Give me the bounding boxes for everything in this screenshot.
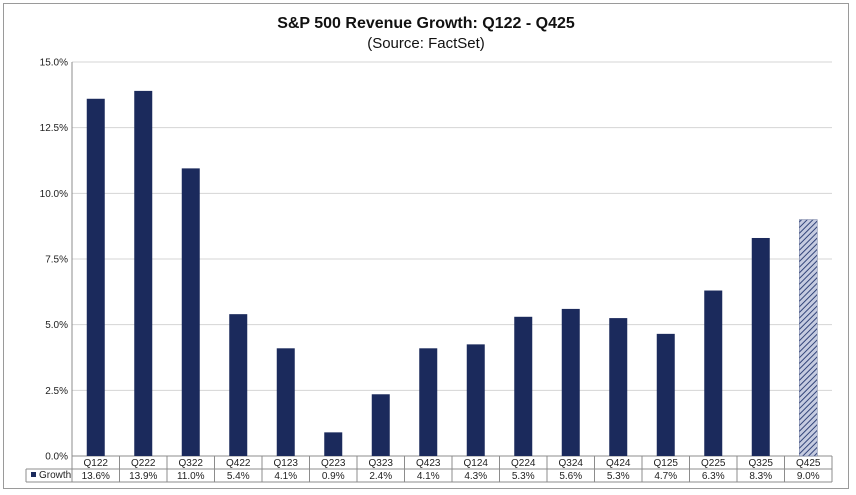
- category-label: Q124: [464, 458, 489, 469]
- y-tick-label: 7.5%: [45, 255, 68, 266]
- category-label: Q322: [179, 458, 204, 469]
- bar: [466, 344, 485, 456]
- value-label: 5.4%: [227, 471, 250, 482]
- y-tick-label: 2.5%: [45, 386, 68, 397]
- y-tick-label: 15.0%: [40, 58, 68, 69]
- bar: [751, 237, 770, 456]
- value-label: 2.4%: [369, 471, 392, 482]
- bar: [514, 316, 533, 456]
- bars: [86, 90, 818, 457]
- bar: [181, 168, 200, 456]
- category-label: Q425: [796, 458, 821, 469]
- chart-frame: S&P 500 Revenue Growth: Q122 - Q425 (Sou…: [3, 3, 849, 489]
- chart-subtitle: (Source: FactSet): [367, 35, 485, 52]
- value-label: 4.7%: [654, 471, 677, 482]
- category-label: Q223: [321, 458, 346, 469]
- category-label: Q324: [559, 458, 584, 469]
- category-label: Q123: [274, 458, 299, 469]
- chart-title: S&P 500 Revenue Growth: Q122 - Q425: [277, 15, 575, 32]
- category-label: Q323: [369, 458, 394, 469]
- bar: [371, 394, 390, 456]
- category-label: Q222: [131, 458, 156, 469]
- y-tick-label: 0.0%: [45, 452, 68, 463]
- bar: [276, 348, 295, 456]
- bar: [799, 219, 818, 457]
- value-label: 4.1%: [274, 471, 297, 482]
- bar-chart: S&P 500 Revenue Growth: Q122 - Q425 (Sou…: [25, 15, 833, 483]
- y-tick-label: 12.5%: [40, 123, 68, 134]
- category-label: Q122: [84, 458, 109, 469]
- data-table: Growth Q122 13.6% Q222 13.9% Q322 11.0% Q422 5.…: [25, 456, 833, 483]
- value-label: 4.1%: [417, 471, 440, 482]
- bar: [656, 333, 675, 456]
- bar: [609, 318, 628, 456]
- bar: [704, 290, 723, 456]
- value-label: 0.9%: [322, 471, 345, 482]
- category-label: Q423: [416, 458, 441, 469]
- value-label: 9.0%: [797, 471, 820, 482]
- category-label: Q422: [226, 458, 251, 469]
- value-label: 5.6%: [559, 471, 582, 482]
- legend-swatch: [31, 472, 36, 477]
- category-label: Q125: [654, 458, 679, 469]
- bar: [134, 90, 153, 456]
- value-label: 6.3%: [702, 471, 725, 482]
- y-axis-ticks: 0.0% 2.5% 5.0% 7.5% 10.0% 12.5% 15.0%: [40, 58, 68, 463]
- bar: [561, 308, 580, 456]
- y-tick-label: 5.0%: [45, 320, 68, 331]
- value-label: 8.3%: [749, 471, 772, 482]
- category-label: Q424: [606, 458, 631, 469]
- value-label: 5.3%: [512, 471, 535, 482]
- legend-label: Growth: [39, 470, 71, 481]
- value-label: 4.3%: [464, 471, 487, 482]
- category-label: Q325: [749, 458, 774, 469]
- value-label: 13.9%: [129, 471, 157, 482]
- y-tick-label: 10.0%: [40, 189, 68, 200]
- bar: [86, 98, 105, 457]
- value-label: 13.6%: [82, 471, 110, 482]
- category-label: Q224: [511, 458, 536, 469]
- value-label: 11.0%: [177, 471, 205, 482]
- category-label: Q225: [701, 458, 726, 469]
- value-label: 5.3%: [607, 471, 630, 482]
- bar: [324, 432, 343, 456]
- bar: [229, 314, 248, 456]
- bar: [419, 348, 438, 456]
